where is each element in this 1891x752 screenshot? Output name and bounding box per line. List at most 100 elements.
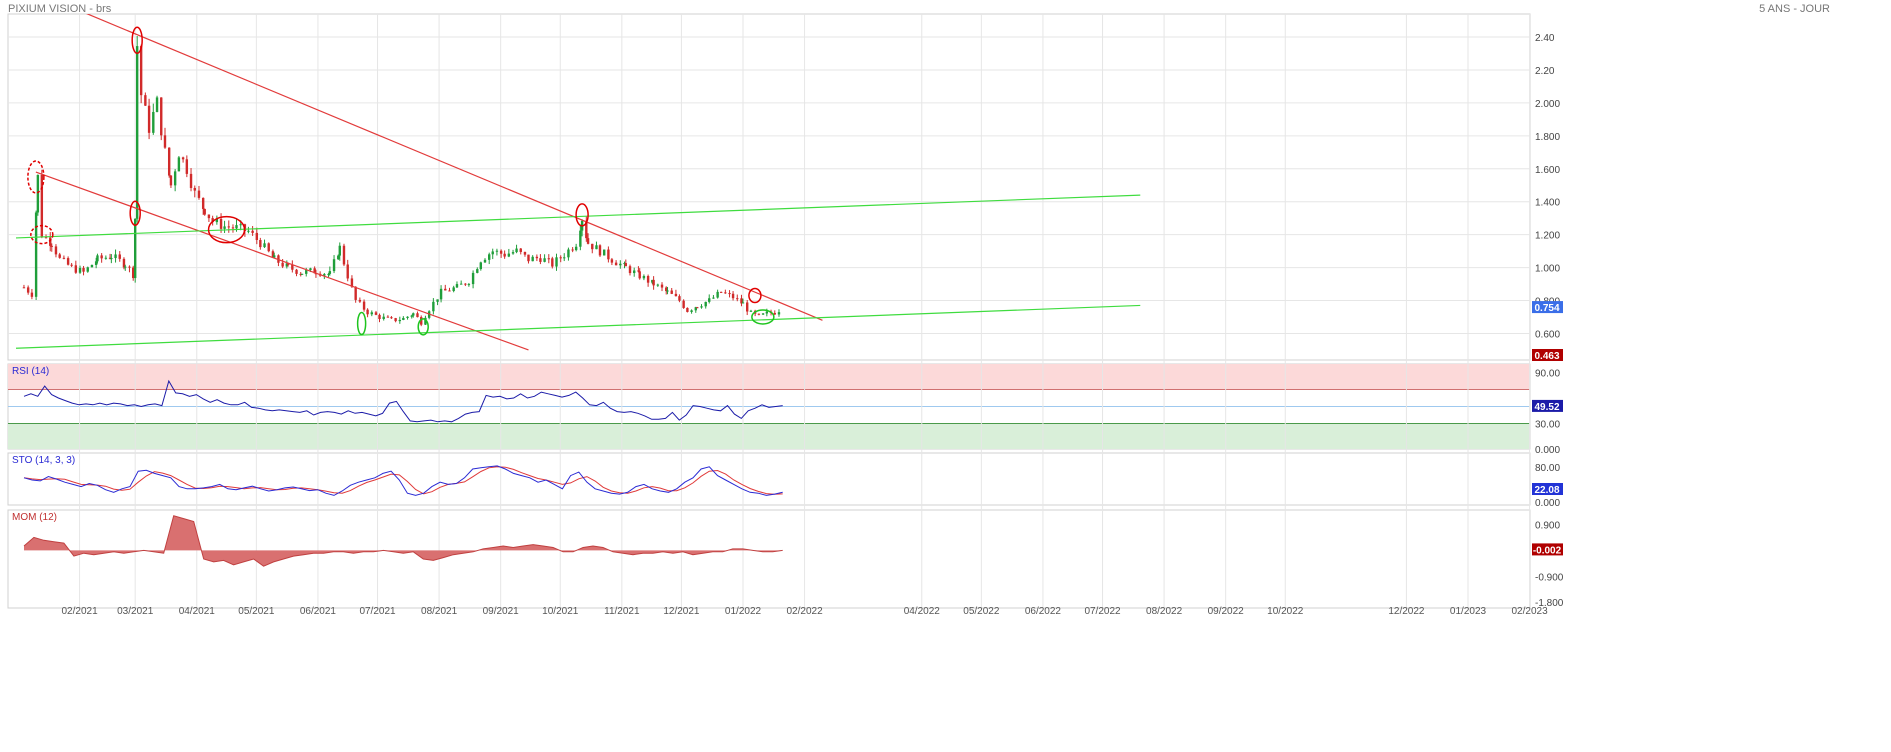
- candle-body: [740, 298, 743, 304]
- candle-body: [366, 309, 369, 315]
- mom-tick-label: -1.800: [1535, 598, 1564, 609]
- candle-body: [358, 299, 362, 302]
- candle-body: [602, 249, 606, 256]
- candle-body: [523, 251, 527, 255]
- candle-body: [54, 246, 58, 255]
- candle-body: [614, 262, 618, 266]
- mom-tick-label: -0.900: [1535, 572, 1564, 583]
- rsi-tick-label: 30.00: [1535, 420, 1560, 431]
- candle-body: [736, 298, 739, 300]
- rsi-badge-text: 49.52: [1534, 402, 1559, 413]
- candle-body: [595, 245, 598, 250]
- support-trendline-lower: [15, 304, 1141, 349]
- candle-body: [773, 312, 776, 315]
- x-tick-label: 08/2022: [1146, 606, 1183, 617]
- candle-body: [765, 311, 769, 314]
- x-tick-label: 11/2021: [604, 606, 640, 617]
- price-tick-label: 2.000: [1535, 99, 1560, 110]
- candle-body: [459, 283, 463, 285]
- candle-body: [479, 262, 483, 270]
- candle-body: [96, 255, 99, 262]
- price-tick-label: 2.40: [1535, 33, 1555, 44]
- highlight-circle-green: [751, 309, 775, 325]
- candle-body: [193, 187, 196, 191]
- candle-body: [90, 264, 94, 268]
- candle-body: [519, 248, 522, 252]
- x-tick-label: 10/2021: [542, 606, 579, 617]
- candle-body: [398, 319, 402, 322]
- candle-body: [511, 252, 515, 254]
- candle-body: [354, 286, 357, 300]
- candle-body: [527, 254, 530, 262]
- sto-d-line: [23, 466, 783, 495]
- candle-body: [503, 253, 506, 257]
- x-tick-label: 02/2021: [61, 606, 98, 617]
- candle-body: [476, 269, 479, 273]
- candle-body: [291, 264, 294, 270]
- candle-body: [535, 256, 539, 259]
- highlight-circle-red: [131, 26, 143, 55]
- candle-body: [160, 97, 163, 136]
- candle-body: [586, 238, 590, 244]
- candle-body: [58, 254, 61, 258]
- candle-body: [223, 226, 226, 229]
- candle-body: [255, 232, 259, 240]
- candle-body: [177, 157, 181, 172]
- candle-body: [104, 257, 108, 259]
- x-tick-label: 03/2021: [117, 606, 154, 617]
- candle-body: [432, 301, 435, 312]
- candle-body: [108, 257, 112, 259]
- candle-body: [300, 273, 304, 275]
- candle-body: [211, 218, 214, 223]
- candle-body: [50, 245, 53, 247]
- chart-title: PIXIUM VISION - brs: [8, 3, 112, 15]
- price-tick-label: 1.200: [1535, 231, 1560, 242]
- candle-body: [22, 287, 26, 289]
- x-tick-label: 07/2021: [359, 606, 396, 617]
- candle-body: [515, 248, 518, 253]
- candle-body: [118, 254, 121, 259]
- x-tick-label: 01/2022: [725, 606, 762, 617]
- rsi-tick-label: 90.00: [1535, 369, 1560, 380]
- candle-body: [78, 267, 82, 273]
- candle-body: [402, 317, 405, 320]
- rsi-tick-label: 0.000: [1535, 445, 1560, 456]
- candle-body: [531, 256, 534, 262]
- candle-body: [746, 302, 749, 312]
- resistance-trendline-lower: [35, 171, 529, 351]
- sto-tick-label: 80.00: [1535, 463, 1560, 474]
- x-tick-label: 04/2021: [179, 606, 216, 617]
- candle-body: [374, 312, 378, 315]
- candle-body: [309, 268, 312, 271]
- candle-body: [646, 275, 650, 283]
- highlight-circle-red: [129, 200, 141, 226]
- mom-tick-label: 0.900: [1535, 520, 1560, 531]
- candle-body: [169, 175, 173, 186]
- candle-body: [147, 105, 151, 133]
- candle-body: [201, 197, 205, 209]
- candle-body: [563, 257, 566, 259]
- price-tick-label: 1.600: [1535, 165, 1560, 176]
- x-tick-label: 02/2023: [1511, 606, 1548, 617]
- candle-body: [40, 174, 44, 238]
- candle-body: [439, 288, 443, 300]
- candle-body: [406, 316, 409, 318]
- mom-line: [23, 515, 783, 567]
- x-tick-label: 05/2022: [963, 606, 1000, 617]
- candle-body: [273, 255, 276, 258]
- candle-body: [281, 262, 284, 267]
- candle-body: [651, 279, 654, 283]
- period-label[interactable]: 5 ANS - JOUR: [1759, 3, 1830, 15]
- candle-body: [370, 312, 373, 315]
- low-price-badge-text: 0.463: [1534, 351, 1559, 362]
- candle-body: [777, 312, 781, 315]
- sto-tick-label: 0.000: [1535, 498, 1560, 509]
- candle-body: [49, 237, 52, 246]
- candle-body: [642, 275, 646, 279]
- candle-body: [362, 301, 366, 310]
- candle-body: [610, 259, 614, 263]
- candle-body: [30, 292, 34, 297]
- candle-body: [100, 255, 103, 259]
- x-tick-label: 10/2022: [1267, 606, 1304, 617]
